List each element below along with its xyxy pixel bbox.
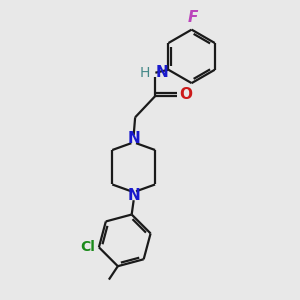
Text: Cl: Cl (80, 240, 95, 254)
Text: methyl: methyl (0, 299, 1, 300)
Text: N: N (127, 131, 140, 146)
Text: N: N (155, 65, 168, 80)
Text: F: F (188, 10, 198, 25)
Text: H: H (140, 66, 150, 80)
Text: N: N (127, 188, 140, 203)
Text: O: O (180, 87, 193, 102)
